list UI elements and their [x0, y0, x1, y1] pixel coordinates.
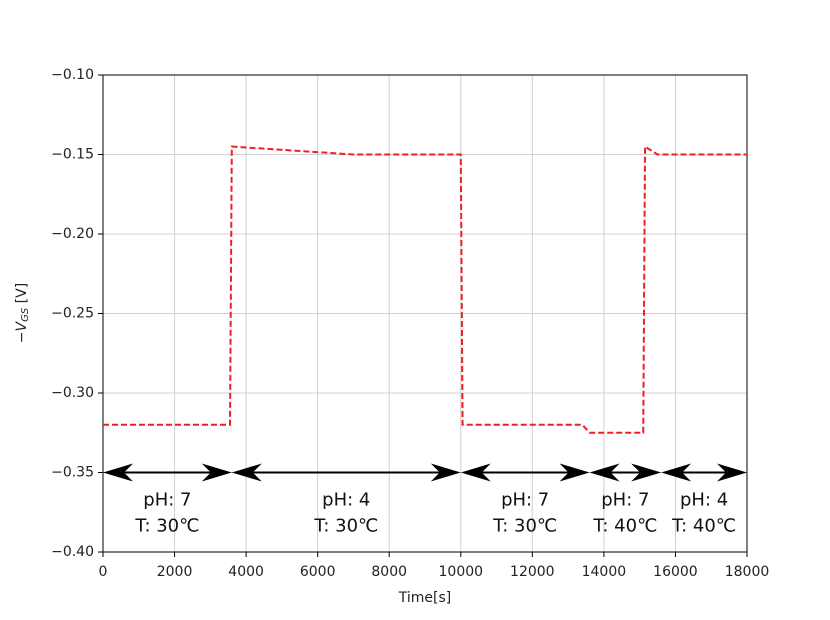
x-tick-label: 6000 [300, 564, 336, 580]
x-tick-label: 12000 [510, 564, 555, 580]
annotation-label: pH: 4 [680, 490, 728, 511]
annotation-label: pH: 7 [143, 490, 191, 511]
x-tick-label: 0 [99, 564, 108, 580]
y-tick-label: −0.15 [51, 147, 94, 163]
y-tick-label: −0.20 [51, 226, 94, 242]
y-label-sub: GS [20, 307, 31, 322]
arrow-head [103, 463, 133, 482]
arrow-head [460, 463, 491, 482]
y-tick-label: −0.25 [51, 306, 94, 322]
arrow-head [631, 463, 662, 482]
data-line [103, 144, 747, 434]
x-tick-label: 16000 [653, 564, 698, 580]
y-axis-label: −VGS [V] [14, 283, 31, 343]
x-tick-label: 2000 [157, 564, 193, 580]
annotation-label: pH: 7 [601, 490, 649, 511]
annotation-label: pH: 7 [501, 490, 549, 511]
x-tick-label: 18000 [725, 564, 770, 580]
arrow-head [661, 463, 692, 482]
y-tick-label: −0.35 [51, 465, 94, 481]
arrow-head [589, 463, 620, 482]
x-tick-label: 10000 [439, 564, 484, 580]
annotation-label: T: 30℃ [313, 516, 378, 537]
annotation-label: pH: 4 [322, 490, 370, 511]
plot-frame [102, 74, 748, 553]
x-tick-label: 14000 [582, 564, 627, 580]
annotation-label: T: 40℃ [671, 516, 736, 537]
annotation-label: T: 30℃ [492, 516, 557, 537]
y-label-part: −V [14, 320, 30, 343]
arrow-head [201, 463, 232, 482]
x-tick-label: 8000 [371, 564, 407, 580]
y-tick-label: −0.10 [51, 67, 94, 83]
arrow-head [231, 463, 262, 482]
arrow-head [559, 463, 590, 482]
annotation-label: T: 30℃ [134, 516, 199, 537]
y-tick-label: −0.30 [51, 385, 94, 401]
x-axis-label: Time[s] [398, 590, 451, 606]
x-tick-label: 4000 [228, 564, 264, 580]
y-label-part: [V] [14, 283, 30, 308]
arrow-head [717, 463, 747, 482]
annotation-label: T: 40℃ [592, 516, 657, 537]
y-tick-label: −0.40 [51, 544, 94, 560]
arrow-head [430, 463, 461, 482]
